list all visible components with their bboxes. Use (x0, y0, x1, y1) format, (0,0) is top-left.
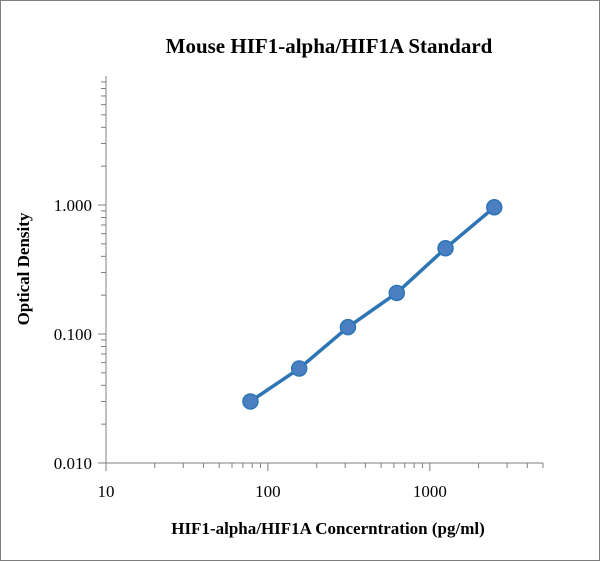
x-tick-label: 10 (98, 482, 115, 501)
y-tick-labels: 0.010 0.100 1.000 (54, 196, 92, 473)
y-tick-label: 0.100 (54, 325, 92, 344)
y-tick-label: 1.000 (54, 196, 92, 215)
axes: 0.010 0.100 1.000 10 100 1000 (54, 76, 544, 501)
y-axis-label: Optical Density (14, 212, 33, 325)
data-point (486, 199, 503, 216)
data-point (437, 240, 454, 257)
data-point (339, 318, 357, 336)
x-tick-label: 100 (255, 482, 281, 501)
data-point (388, 284, 406, 302)
data-point (242, 393, 259, 410)
x-tick-labels: 10 100 1000 (98, 482, 447, 501)
series-group (242, 199, 503, 410)
x-axis-label: HIF1-alpha/HIF1A Concerntration (pg/ml) (171, 519, 485, 538)
trend-line (248, 205, 497, 404)
y-ticks (98, 81, 106, 464)
chart-title: Mouse HIF1-alpha/HIF1A Standard (166, 34, 493, 58)
x-tick-label: 1000 (413, 482, 447, 501)
data-point (290, 360, 308, 377)
x-ticks (105, 463, 544, 471)
y-tick-label: 0.010 (54, 454, 92, 473)
